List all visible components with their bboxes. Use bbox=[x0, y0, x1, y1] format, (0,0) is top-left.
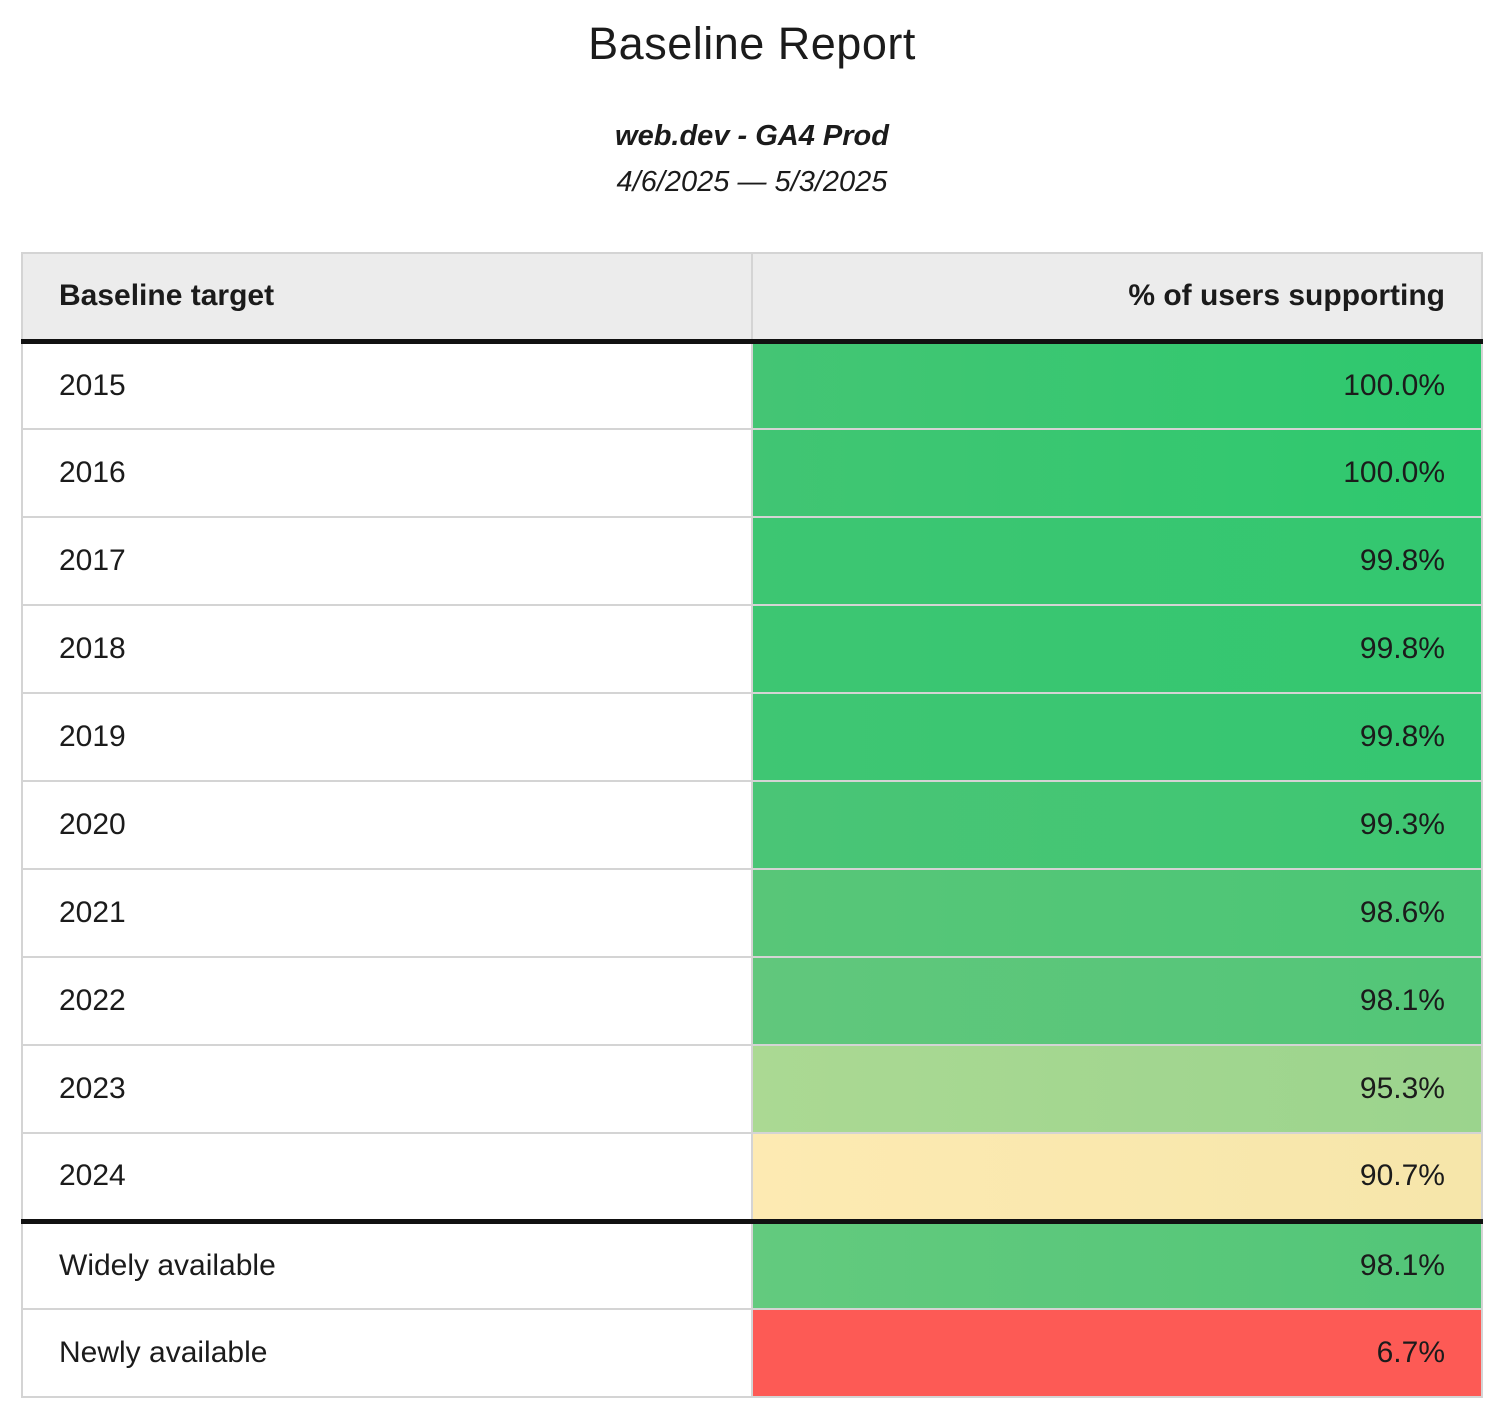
table-header-row: Baseline target % of users supporting bbox=[22, 253, 1482, 344]
value-cell: 99.3% bbox=[752, 780, 1482, 869]
table-row: Widely available 98.1% bbox=[22, 1218, 1482, 1309]
baseline-target-cell: Widely available bbox=[22, 1218, 753, 1309]
baseline-target-cell: 2021 bbox=[22, 868, 753, 957]
baseline-target-cell: 2020 bbox=[22, 780, 753, 869]
column-header-percent-users-supporting: % of users supporting bbox=[752, 253, 1482, 344]
value-cell: 100.0% bbox=[752, 340, 1482, 429]
table-row: 2024 90.7% bbox=[22, 1132, 1482, 1221]
value-cell: 98.1% bbox=[752, 956, 1482, 1045]
baseline-target-cell: 2016 bbox=[22, 428, 753, 517]
value-cell: 90.7% bbox=[752, 1132, 1482, 1221]
report-subtitle: web.dev - GA4 Prod bbox=[615, 120, 889, 152]
table-row: 2016 100.0% bbox=[22, 428, 1482, 517]
value-cell: 95.3% bbox=[752, 1044, 1482, 1133]
value-cell: 6.7% bbox=[752, 1308, 1482, 1397]
baseline-target-cell: Newly available bbox=[22, 1308, 753, 1397]
table-body: 2015 100.0% 2016 100.0% 2017 99.8% 2018 … bbox=[22, 340, 1482, 1397]
report-date-range: 4/6/2025 — 5/3/2025 bbox=[616, 166, 888, 198]
baseline-target-cell: 2019 bbox=[22, 692, 753, 781]
baseline-target-cell: 2022 bbox=[22, 956, 753, 1045]
baseline-table: Baseline target % of users supporting 20… bbox=[21, 252, 1483, 1398]
table-header: Baseline target % of users supporting bbox=[22, 253, 1482, 344]
value-cell: 100.0% bbox=[752, 428, 1482, 517]
table-row: 2022 98.1% bbox=[22, 956, 1482, 1045]
table-row: 2021 98.6% bbox=[22, 868, 1482, 957]
table-row: 2019 99.8% bbox=[22, 692, 1482, 781]
table-row: 2015 100.0% bbox=[22, 340, 1482, 429]
baseline-target-cell: 2018 bbox=[22, 604, 753, 693]
value-cell: 99.8% bbox=[752, 692, 1482, 781]
value-cell: 98.1% bbox=[752, 1218, 1482, 1309]
value-cell: 98.6% bbox=[752, 868, 1482, 957]
table-row: 2017 99.8% bbox=[22, 516, 1482, 605]
column-header-baseline-target: Baseline target bbox=[22, 253, 753, 344]
baseline-target-cell: 2023 bbox=[22, 1044, 753, 1133]
value-cell: 99.8% bbox=[752, 516, 1482, 605]
table-row: 2023 95.3% bbox=[22, 1044, 1482, 1133]
baseline-target-cell: 2015 bbox=[22, 340, 753, 429]
baseline-target-cell: 2024 bbox=[22, 1132, 753, 1221]
page-title: Baseline Report bbox=[588, 18, 916, 69]
table-row: 2020 99.3% bbox=[22, 780, 1482, 869]
table-row: 2018 99.8% bbox=[22, 604, 1482, 693]
value-cell: 99.8% bbox=[752, 604, 1482, 693]
table-row: Newly available 6.7% bbox=[22, 1308, 1482, 1397]
baseline-target-cell: 2017 bbox=[22, 516, 753, 605]
